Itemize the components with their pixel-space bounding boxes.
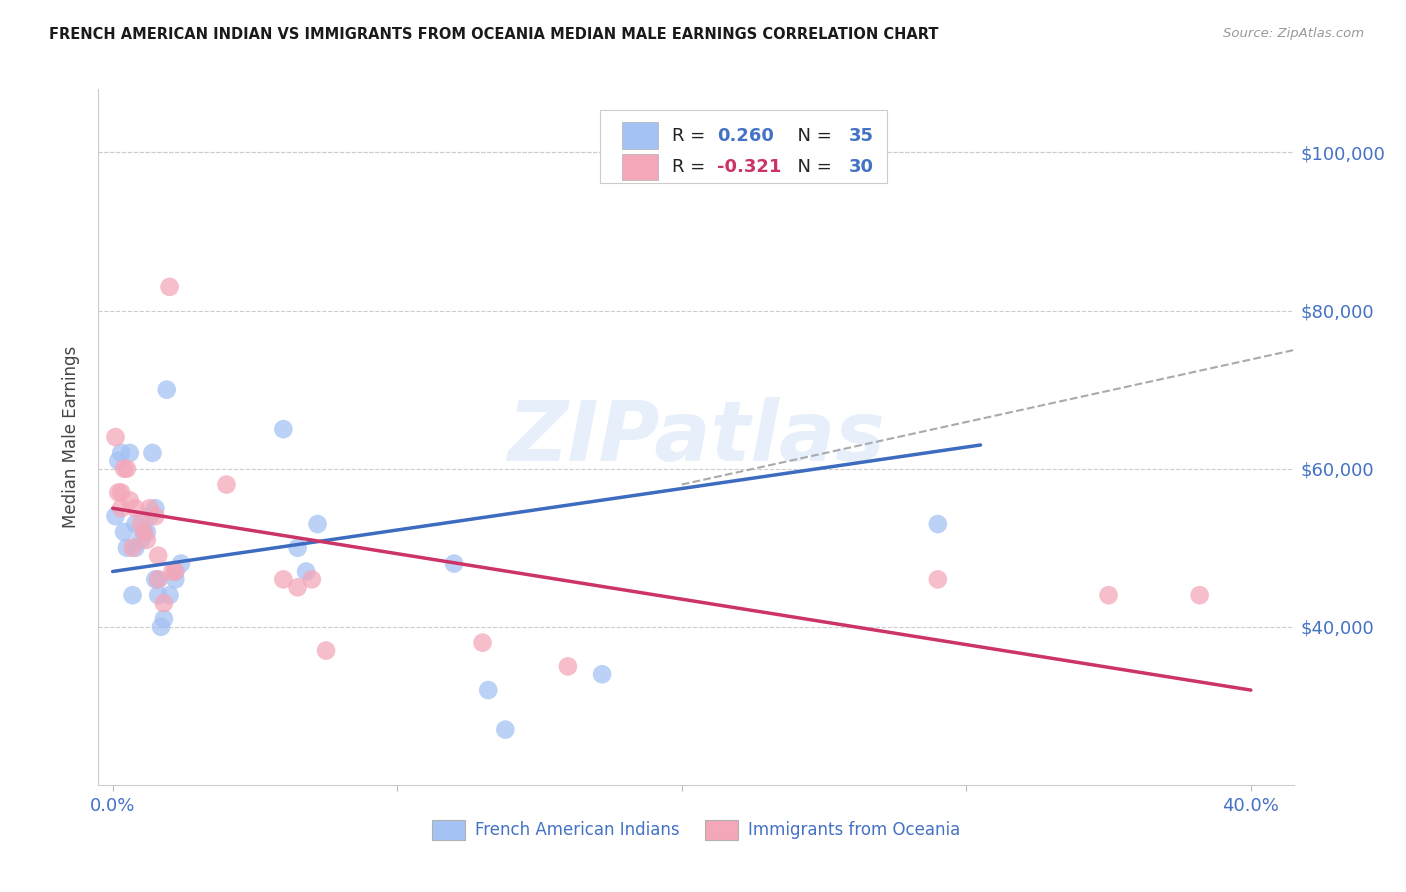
Point (307, 517, 329, 532)
Point (148, 588, 170, 602)
Y-axis label: Median Male Earnings: Median Male Earnings (62, 346, 80, 528)
Point (107, 485, 129, 500)
Point (143, 573, 166, 587)
Point (129, 533, 152, 547)
Point (115, 541, 138, 555)
Point (148, 549, 170, 563)
Point (148, 573, 170, 587)
Point (121, 588, 143, 602)
Point (591, 667, 613, 681)
Point (124, 541, 146, 555)
Point (165, 573, 187, 587)
Point (135, 533, 157, 547)
Text: R =: R = (672, 158, 711, 176)
Point (150, 620, 173, 634)
Text: -0.321: -0.321 (717, 158, 782, 176)
Point (110, 446, 132, 460)
Point (165, 565, 187, 579)
Point (170, 557, 193, 571)
Text: ZIPatlas: ZIPatlas (508, 397, 884, 477)
Point (107, 454, 129, 468)
Text: R =: R = (672, 127, 711, 145)
Point (159, 280, 181, 294)
Point (162, 565, 184, 579)
Point (132, 524, 155, 539)
Point (927, 517, 949, 532)
Point (118, 493, 141, 508)
Point (443, 557, 465, 571)
Point (118, 446, 141, 460)
Legend: French American Indians, Immigrants from Oceania: French American Indians, Immigrants from… (425, 814, 967, 847)
Point (143, 501, 166, 516)
Text: 0.260: 0.260 (717, 127, 775, 145)
Point (138, 509, 160, 524)
Point (494, 723, 516, 737)
Point (112, 461, 135, 475)
Point (148, 573, 170, 587)
FancyBboxPatch shape (600, 110, 887, 183)
Text: FRENCH AMERICAN INDIAN VS IMMIGRANTS FROM OCEANIA MEDIAN MALE EARNINGS CORRELATI: FRENCH AMERICAN INDIAN VS IMMIGRANTS FRO… (49, 27, 939, 42)
Point (165, 565, 187, 579)
Point (124, 501, 146, 516)
Point (115, 461, 138, 475)
Text: N =: N = (786, 127, 837, 145)
Text: N =: N = (786, 158, 837, 176)
Point (112, 524, 135, 539)
Point (1097, 588, 1119, 602)
Point (295, 565, 318, 579)
Point (135, 524, 157, 539)
Point (287, 580, 309, 594)
Text: Source: ZipAtlas.com: Source: ZipAtlas.com (1223, 27, 1364, 40)
FancyBboxPatch shape (621, 122, 658, 149)
Text: 30: 30 (849, 158, 875, 176)
Point (110, 485, 132, 500)
Point (121, 541, 143, 555)
Point (153, 612, 176, 626)
Point (215, 477, 238, 491)
Point (301, 573, 323, 587)
Point (477, 683, 499, 698)
Point (104, 509, 127, 524)
Point (471, 635, 494, 649)
Point (273, 422, 295, 436)
Point (153, 596, 176, 610)
Point (124, 517, 146, 532)
Point (159, 588, 181, 602)
Point (104, 430, 127, 444)
Point (141, 446, 163, 460)
Point (132, 524, 155, 539)
Point (110, 501, 132, 516)
Point (1188, 588, 1211, 602)
Text: 35: 35 (849, 127, 875, 145)
Point (315, 643, 337, 657)
Point (287, 541, 309, 555)
Point (273, 573, 295, 587)
Point (927, 573, 949, 587)
FancyBboxPatch shape (621, 153, 658, 180)
Point (557, 659, 579, 673)
Point (138, 501, 160, 516)
Point (129, 517, 152, 532)
Point (143, 509, 166, 524)
Point (156, 383, 179, 397)
